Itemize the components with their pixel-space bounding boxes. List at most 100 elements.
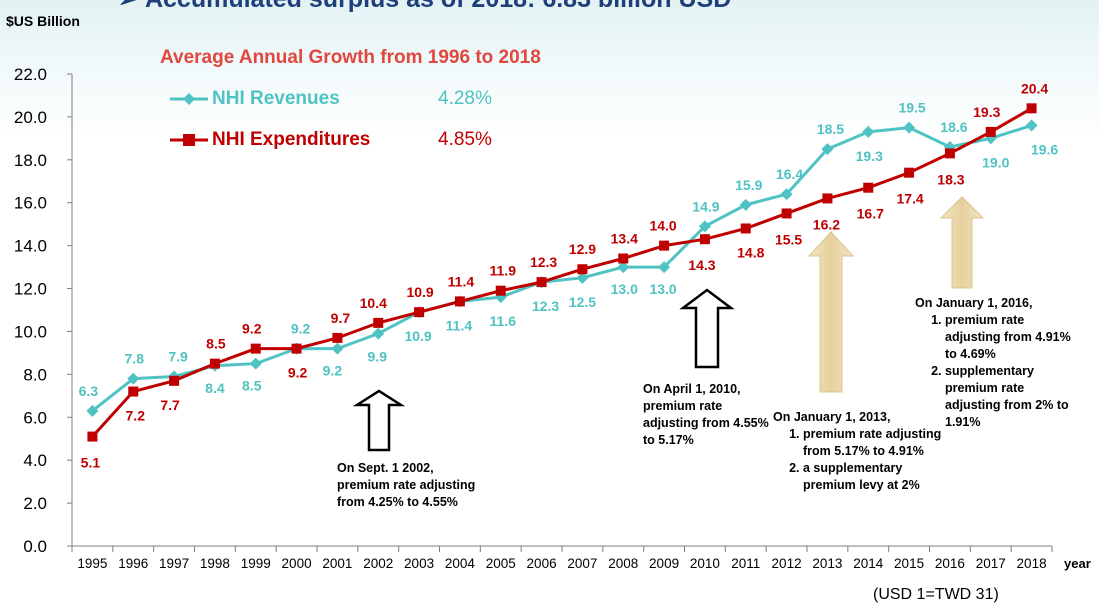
revenue-point: [576, 271, 589, 284]
expenditure-data-label: 19.3: [973, 104, 1000, 120]
expenditure-point: [822, 193, 833, 204]
legend-revenues-marker: [170, 93, 208, 105]
series-line-expenditures: [91, 107, 1033, 438]
expenditure-point: [250, 343, 261, 354]
expenditure-data-label: 9.2: [288, 365, 308, 381]
annotation-arrows: [352, 196, 985, 452]
revenue-data-label: 18.5: [817, 121, 844, 137]
annotation-2016-heading: On January 1, 2016,: [915, 296, 1033, 310]
expenditure-data-label: 13.4: [611, 231, 638, 247]
revenue-point: [698, 220, 711, 233]
annotation-2013-item-1: premium rate adjusting from 5.17% to 4.9…: [803, 426, 943, 460]
revenue-data-label: 8.4: [205, 380, 225, 396]
x-tick-label: 2002: [363, 556, 393, 571]
arrow-2013: [807, 231, 855, 393]
x-tick-label: 2014: [853, 556, 884, 571]
revenue-data-label: 15.9: [735, 177, 762, 193]
y-tick-label: 16.0: [14, 194, 47, 213]
expenditure-data-label: 10.4: [360, 295, 387, 311]
expenditure-data-label: 16.7: [857, 206, 884, 222]
x-tick-label: 2016: [935, 556, 965, 571]
expenditure-data-label: 16.2: [813, 216, 840, 232]
expenditure-data-label: 10.9: [406, 284, 433, 300]
expenditure-point: [87, 431, 98, 442]
currency-note: (USD 1=TWD 31): [873, 586, 999, 603]
legend-revenues-rate: 4.28%: [438, 88, 492, 109]
legend-revenues-label: NHI Revenues: [212, 88, 340, 109]
revenue-data-label: 14.9: [692, 198, 719, 214]
revenue-data-label: 9.2: [323, 363, 343, 379]
axes: 0.0 2.0 4.0 6.0 8.0 10.0 12.0 14.0 16.0 18.0 20.0 2…: [14, 65, 1053, 571]
x-tick-label: 2007: [567, 556, 597, 571]
arrow-2002: [352, 389, 406, 452]
y-tick-label: 8.0: [23, 365, 47, 384]
expenditure-point: [699, 234, 710, 245]
expenditure-point: [577, 264, 588, 275]
y-tick-label: 14.0: [14, 237, 47, 256]
x-tick-label: 2010: [690, 556, 720, 571]
revenue-point: [372, 327, 385, 340]
revenue-data-label: 7.8: [125, 351, 145, 367]
revenue-data-label: 11.6: [490, 313, 517, 329]
series-layer: [86, 103, 1038, 442]
legend-expenditures-rate: 4.85%: [438, 129, 492, 150]
y-tick-label: 6.0: [23, 408, 47, 427]
expenditure-point: [740, 223, 751, 234]
legend-expenditures-label: NHI Expenditures: [212, 129, 371, 150]
revenue-point: [1025, 119, 1038, 132]
x-tick-label: 2015: [894, 556, 924, 571]
series-line-revenues: [91, 124, 1033, 413]
revenue-data-label: 9.2: [291, 321, 311, 337]
revenue-data-label: 9.9: [368, 349, 388, 365]
revenue-point: [617, 261, 630, 274]
y-tick-label: 2.0: [23, 494, 47, 513]
expenditure-data-label: 18.3: [937, 171, 964, 187]
expenditure-point: [414, 307, 425, 318]
revenue-data-label: 19.3: [856, 148, 883, 164]
y-tick-label: 0.0: [23, 537, 47, 556]
expenditure-data-label: 17.4: [896, 191, 923, 207]
expenditure-point: [536, 277, 547, 288]
x-tick-label: 1998: [200, 556, 230, 571]
expenditure-point: [863, 182, 874, 193]
revenue-data-label: 12.5: [569, 294, 596, 310]
revenue-data-label: 19.5: [898, 100, 925, 116]
x-tick-label: 1995: [77, 556, 107, 571]
legend-expenditures-marker: [170, 134, 208, 146]
slide-title: ➢ Accumulated surplus as of 2018: 6.83 b…: [118, 0, 731, 14]
revenue-point: [127, 372, 140, 385]
revenue-point: [658, 261, 671, 274]
x-tick-label: 2003: [404, 556, 434, 571]
x-tick-label: 2004: [445, 556, 476, 571]
x-tick-label: 2018: [1017, 556, 1047, 571]
expenditure-point: [209, 358, 220, 369]
revenue-data-label: 12.3: [532, 298, 559, 314]
revenue-data-label: 16.4: [776, 166, 803, 182]
revenue-data-label: 6.3: [79, 383, 99, 399]
arrow-2016: [939, 196, 985, 289]
revenue-data-label: 13.0: [649, 281, 676, 297]
annotation-2013-item-2: a supplementary premium levy at 2%: [803, 460, 943, 494]
expenditure-data-label: 5.1: [81, 455, 101, 471]
revenue-point: [739, 198, 752, 211]
expenditure-point: [332, 332, 343, 343]
expenditure-point: [781, 208, 792, 219]
annotation-2016: On January 1, 2016, premium rate adjusti…: [915, 295, 1075, 431]
revenue-data-label: 10.9: [404, 328, 431, 344]
expenditure-data-label: 20.4: [1021, 80, 1048, 96]
x-tick-label: 2011: [731, 556, 760, 571]
expenditure-data-label: 14.0: [649, 218, 676, 234]
legend-item-expenditures: NHI Expenditures 4.85%: [170, 125, 492, 155]
annotation-2016-item-1: premium rate adjusting from 4.91% to 4.6…: [945, 312, 1075, 363]
arrow-2010: [679, 288, 735, 369]
x-tick-label: 1997: [159, 556, 189, 571]
expenditure-data-label: 7.2: [126, 408, 146, 424]
revenue-point: [780, 188, 793, 201]
expenditure-point: [169, 375, 180, 386]
expenditure-point: [659, 240, 670, 251]
y-axis-label: $US Billion: [6, 13, 80, 29]
x-tick-label: 2006: [527, 556, 557, 571]
x-tick-label: 2013: [812, 556, 842, 571]
